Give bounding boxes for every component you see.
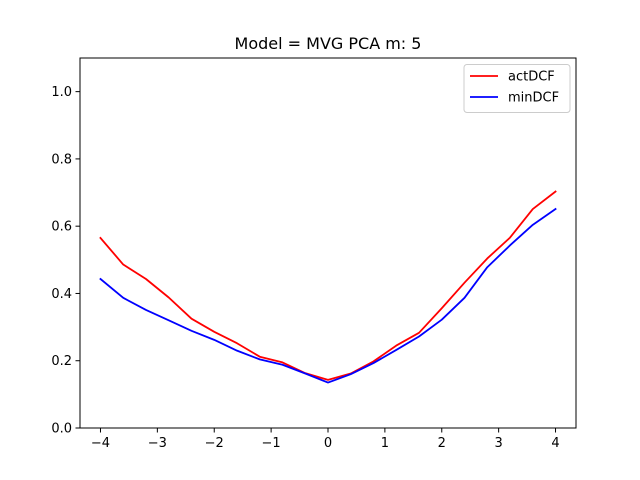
x-tick-label: 3 (495, 436, 503, 451)
legend-label-actdcf: actDCF (508, 70, 555, 85)
x-tick-label: 2 (438, 436, 446, 451)
x-tick-label: −3 (148, 436, 167, 451)
y-axis: 0.0 0.2 0.4 0.6 0.8 1.0 (51, 85, 80, 437)
series-line-mindcf (99, 207, 557, 384)
x-tick-label: 4 (551, 436, 559, 451)
x-tick-label: 1 (381, 436, 389, 451)
x-axis: −4 −3 −2 −1 0 1 2 3 4 (91, 428, 560, 451)
y-tick-label: 1.0 (51, 85, 72, 100)
chart-title: Model = MVG PCA m: 5 (235, 34, 422, 53)
legend-label-mindcf: minDCF (508, 91, 559, 106)
x-tick-label: −2 (205, 436, 224, 451)
x-tick-label: −1 (262, 436, 281, 451)
x-tick-label: −4 (91, 436, 110, 451)
x-tick-label: 0 (324, 436, 332, 451)
series-line-actdcf (99, 190, 557, 381)
y-tick-label: 0.0 (51, 422, 72, 437)
legend: actDCF minDCF (463, 64, 571, 113)
y-tick-label: 0.4 (51, 287, 72, 302)
y-tick-label: 0.6 (51, 220, 72, 235)
y-tick-label: 0.8 (51, 152, 72, 167)
legend-entries: actDCF minDCF (470, 70, 559, 106)
series-layer (99, 190, 557, 384)
y-tick-label: 0.2 (51, 354, 72, 369)
